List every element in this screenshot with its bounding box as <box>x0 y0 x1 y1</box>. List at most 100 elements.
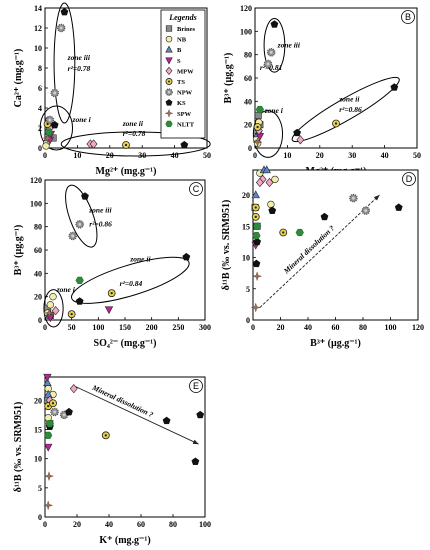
trend-arrow-line <box>259 194 380 308</box>
x-tick-label: 150 <box>119 323 131 332</box>
zone-ellipse <box>43 289 64 328</box>
point-nltt <box>44 128 54 136</box>
point-ks <box>180 140 189 149</box>
legend-marker-mpw <box>165 66 173 76</box>
x-tick-label: 20 <box>316 151 324 160</box>
y-tick-label: 40 <box>34 269 42 278</box>
point-ks <box>293 128 302 137</box>
zone-ellipse <box>252 110 284 158</box>
point-ks <box>60 7 69 16</box>
point-npw <box>45 115 55 125</box>
x-tick-label: 100 <box>385 323 397 332</box>
zone-ellipse <box>39 105 74 151</box>
y-tick-label: 14 <box>34 4 42 13</box>
point-ks <box>320 212 329 221</box>
legend-marker-spw <box>164 108 174 118</box>
x-tick-label: 120 <box>412 323 424 332</box>
point-nltt <box>252 222 262 230</box>
x-tick-label: 0 <box>43 520 47 529</box>
legend-label-npw: NPW <box>177 90 193 97</box>
point-nb <box>267 200 275 209</box>
x-tick-label: 100 <box>92 323 104 332</box>
legend-label-ts: TS <box>177 79 185 86</box>
zone-ellipse <box>53 2 76 124</box>
x-tick-label: 40 <box>105 520 113 529</box>
x-tick-label: 20 <box>73 520 81 529</box>
y-tick-label: 10 <box>34 44 42 53</box>
point-s <box>44 443 53 452</box>
x-tick-label: 10 <box>73 151 81 160</box>
x-tick-label: 50 <box>203 151 211 160</box>
legend-label-mpw: MPW <box>177 68 194 75</box>
y-tick-label: 0 <box>38 513 42 522</box>
point-ks <box>196 410 205 419</box>
panel-e: 0 20 40 60 80 100 0 5 10 15 20 K⁺ (mg.g⁻¹) δ¹¹B (‰ v… <box>13 373 211 546</box>
annotation-label: zone ii <box>129 255 151 264</box>
x-axis-label: SO₄²⁻ (mg.g⁻¹) <box>94 338 157 349</box>
x-tick-label: 30 <box>348 151 356 160</box>
zone-ellipse <box>71 256 190 304</box>
point-spw <box>44 471 54 482</box>
point-ts <box>101 431 110 440</box>
plot-frame <box>252 169 419 321</box>
panel-badge <box>189 379 203 393</box>
y-tick-label: 6 <box>38 84 42 93</box>
x-tick-label: 0 <box>43 151 47 160</box>
point-ts <box>251 212 260 221</box>
point-npw <box>50 88 60 98</box>
y-tick-label: 15 <box>34 426 42 435</box>
x-tick-label: 20 <box>277 323 285 332</box>
point-mpw <box>265 177 274 188</box>
legend-marker-nltt <box>165 120 173 128</box>
zone-ellipse <box>263 17 286 73</box>
y-tick-label: 8 <box>38 64 42 73</box>
point-s <box>104 306 114 315</box>
panel-badge <box>401 10 415 24</box>
y-tick-label: 60 <box>34 246 42 255</box>
legend-marker-ks <box>165 99 173 106</box>
y-tick-label: 15 <box>242 222 250 231</box>
annotation-label: r²=0.81 <box>260 63 283 72</box>
legend: Legends Brines NB BS MPW TS NPW KS SPW NLTT <box>160 9 206 139</box>
point-npw <box>75 220 84 229</box>
point-spw <box>250 302 261 313</box>
point-ts <box>251 203 260 212</box>
panel-letter: B <box>405 12 411 22</box>
y-tick-label: 120 <box>240 4 252 13</box>
point-b <box>43 378 52 387</box>
y-tick-label: 20 <box>34 293 42 302</box>
legend-marker-b <box>165 45 173 53</box>
annotation-label: r²=0.84 <box>120 279 143 288</box>
point-nltt <box>44 431 53 439</box>
x-tick-label: 0 <box>43 323 47 332</box>
point-spw <box>44 308 55 318</box>
panel-b: 01020304050020406080100120Mg²⁺ (mg.g⁻¹)B… <box>223 4 421 177</box>
point-ts <box>122 141 130 149</box>
point-s <box>46 314 55 323</box>
point-ks <box>390 83 399 91</box>
point-nltt <box>295 228 304 237</box>
x-tick-label: 40 <box>304 323 312 332</box>
trend-arrow-head <box>192 439 199 445</box>
y-tick-label: 60 <box>244 74 252 83</box>
point-mpw <box>255 177 264 188</box>
point-ks <box>162 416 171 425</box>
y-tick-label: 0 <box>248 144 252 153</box>
point-ks <box>253 237 262 246</box>
annotation-label: zone i <box>72 115 92 124</box>
point-nb <box>271 175 279 184</box>
zone-ellipse <box>65 184 98 248</box>
legend-marker-ts <box>165 78 173 85</box>
trend-arrow-line <box>73 385 199 445</box>
annotation-label: zone iii <box>67 53 91 62</box>
x-tick-label: 0 <box>253 151 257 160</box>
x-tick-label: 60 <box>137 520 145 529</box>
legend-label-s: S <box>177 58 181 65</box>
x-tick-label: 40 <box>171 151 179 160</box>
y-tick-label: 40 <box>244 97 252 106</box>
point-ks <box>65 407 73 416</box>
point-spw <box>42 133 53 143</box>
point-ks <box>81 192 89 200</box>
annotation-label: zone ii <box>122 119 144 128</box>
point-ks <box>252 259 261 268</box>
